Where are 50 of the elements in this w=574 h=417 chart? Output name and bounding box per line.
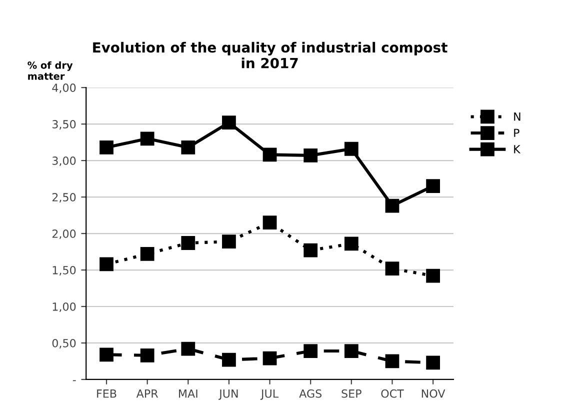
y-tick-label: 2,00 <box>52 229 76 240</box>
point <box>222 116 236 130</box>
y-tick-label: 1,00 <box>52 302 76 312</box>
point <box>181 140 196 154</box>
x-tick-label: MAI <box>179 390 198 398</box>
point <box>426 268 440 283</box>
point <box>262 148 277 162</box>
y-axis-title: % of dry matter <box>28 61 73 80</box>
x-tick-label: APR <box>136 390 158 398</box>
legend-label: P <box>514 128 520 137</box>
y-tick-label: - <box>72 380 76 382</box>
point <box>222 352 236 367</box>
chart-title: Evolution of the quality of industrial compost in 2017 <box>93 42 448 68</box>
y-tick-label: 4,00 <box>52 84 76 94</box>
legend-label: N <box>514 112 520 121</box>
x-tick-label: FEB <box>97 390 116 398</box>
point <box>140 247 154 261</box>
point <box>304 344 318 358</box>
point <box>344 142 358 156</box>
point <box>385 354 400 368</box>
x-tick-label: NOV <box>422 389 446 398</box>
point <box>304 243 318 258</box>
point <box>344 236 358 251</box>
point <box>222 234 236 248</box>
point <box>181 236 196 250</box>
y-tick-label: 0,50 <box>52 338 76 348</box>
point <box>385 262 400 276</box>
x-tick-label: JUN <box>218 390 238 400</box>
y-tick-label: 3,00 <box>52 156 76 166</box>
point <box>304 148 318 162</box>
point <box>140 132 154 146</box>
point <box>100 140 114 154</box>
point <box>262 216 277 230</box>
y-tick-label: 2,50 <box>52 193 76 203</box>
point <box>344 344 358 358</box>
point <box>426 356 440 370</box>
x-tick-label: OCT <box>381 389 404 398</box>
legend-label: K <box>514 145 521 154</box>
x-tick-label: JUL <box>260 390 279 400</box>
point <box>385 198 400 213</box>
point <box>262 351 277 366</box>
point <box>181 342 196 356</box>
x-tick-label: SEP <box>342 389 362 398</box>
y-tick-label: 3,50 <box>52 120 76 130</box>
point <box>100 348 114 362</box>
point <box>426 179 440 194</box>
point <box>140 348 154 362</box>
y-tick-label: 1,50 <box>52 266 76 276</box>
x-tick-label: AGS <box>299 389 322 398</box>
point <box>100 257 114 272</box>
